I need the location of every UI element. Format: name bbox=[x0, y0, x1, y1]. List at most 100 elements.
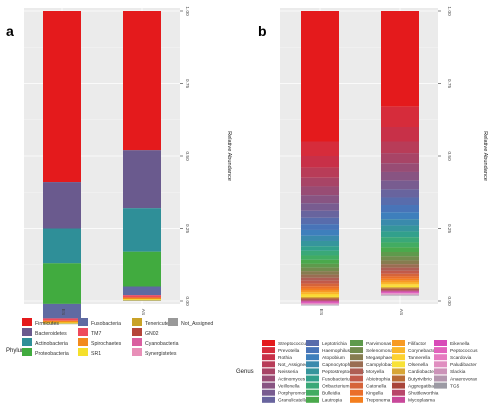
bar-segment bbox=[43, 182, 81, 229]
legend-label: Actinobacteria bbox=[35, 341, 68, 347]
legend-swatch bbox=[262, 340, 275, 346]
x-tick-label: ES bbox=[318, 309, 324, 315]
legend-label: Synergistetes bbox=[145, 351, 177, 357]
bar-segment bbox=[381, 171, 419, 181]
legend-swatch bbox=[434, 375, 447, 382]
bar-segment bbox=[301, 302, 339, 304]
y-tick-label: 0.25 bbox=[184, 224, 190, 234]
bar-segment bbox=[301, 11, 339, 142]
bar-segment bbox=[301, 283, 339, 287]
legend-label: Kingella bbox=[366, 391, 383, 397]
bar-segment bbox=[301, 304, 339, 305]
legend-swatch bbox=[434, 361, 447, 368]
legend-label: Bulleidia bbox=[322, 391, 340, 397]
bar-segment bbox=[381, 285, 419, 288]
bar-segment bbox=[301, 274, 339, 278]
bar-segment bbox=[381, 276, 419, 279]
legend-label: Streptococcus bbox=[278, 341, 309, 347]
bar-segment bbox=[301, 229, 339, 236]
legend-label: Atopobium bbox=[322, 355, 345, 361]
bar-segment bbox=[301, 195, 339, 204]
legend-label: Tenericutes bbox=[145, 321, 172, 327]
legend-swatch bbox=[350, 375, 363, 382]
legend-label: Cardiobacterium bbox=[408, 369, 443, 375]
legend-swatch bbox=[168, 318, 178, 326]
legend-swatch bbox=[262, 361, 275, 368]
legend-label: GN02 bbox=[145, 331, 159, 337]
bar-segment bbox=[381, 205, 419, 213]
bar-segment bbox=[301, 271, 339, 275]
bar-segment bbox=[381, 163, 419, 172]
bar-segment bbox=[301, 299, 339, 301]
bar-segment bbox=[301, 301, 339, 303]
legend-swatch bbox=[306, 396, 319, 403]
bar-segment bbox=[381, 267, 419, 271]
bar-segment bbox=[381, 282, 419, 285]
legend-swatch bbox=[22, 328, 32, 336]
y-tick-label: 0.50 bbox=[184, 151, 190, 161]
legend-swatch bbox=[434, 382, 447, 389]
bar-segment bbox=[301, 224, 339, 230]
legend-swatch bbox=[392, 340, 405, 346]
legend-swatch bbox=[350, 389, 363, 396]
bar-segment bbox=[381, 141, 419, 154]
bar-segment bbox=[381, 225, 419, 232]
bar-segment bbox=[123, 150, 161, 209]
legend-label: Peptococcus bbox=[450, 348, 478, 354]
bar-segment bbox=[381, 292, 419, 293]
legend-swatch bbox=[350, 340, 363, 346]
legend-swatch bbox=[306, 382, 319, 389]
legend-label: Tannerella bbox=[408, 355, 430, 361]
bar-segment bbox=[381, 273, 419, 277]
bar-segment bbox=[381, 280, 419, 283]
bar-segment bbox=[123, 297, 161, 300]
bar-segment bbox=[43, 11, 81, 183]
bar-segment bbox=[301, 292, 339, 295]
bar-segment bbox=[301, 156, 339, 168]
y-tick-label: 0.75 bbox=[184, 79, 190, 89]
y-tick-label: 0.00 bbox=[184, 296, 190, 306]
legend-swatch bbox=[306, 368, 319, 375]
legend-label: Treponema bbox=[366, 398, 391, 404]
bar-segment bbox=[381, 242, 419, 248]
bar-segment bbox=[301, 295, 339, 297]
legend-label: Porphyromonas bbox=[278, 391, 312, 397]
bar-segment bbox=[43, 323, 81, 325]
legend-swatch bbox=[350, 347, 363, 354]
legend-title: Genus bbox=[236, 369, 254, 375]
bar-segment bbox=[301, 288, 339, 291]
legend-swatch bbox=[306, 375, 319, 382]
legend-label: Veillonella bbox=[278, 383, 300, 389]
legend-swatch bbox=[392, 396, 405, 403]
bar-segment bbox=[123, 251, 161, 287]
legend-label: Lautropia bbox=[322, 398, 342, 404]
legend-swatch bbox=[392, 375, 405, 382]
legend-swatch bbox=[22, 348, 32, 356]
legend: Phylum Firmicutes Bacteroidetes Actinobacte… bbox=[6, 318, 213, 357]
bar-segment bbox=[123, 11, 161, 151]
y-tick-label: 1.00 bbox=[446, 6, 452, 16]
x-tick-label: AS bbox=[140, 309, 146, 315]
legend-label: Not_Assigned bbox=[181, 321, 213, 327]
y-tick-label: 0.25 bbox=[446, 224, 452, 234]
legend-swatch bbox=[262, 389, 275, 396]
y-tick-label: 0.50 bbox=[446, 151, 452, 161]
bar-segment bbox=[301, 259, 339, 264]
legend-label: TG5 bbox=[450, 383, 460, 389]
legend-swatch bbox=[434, 347, 447, 354]
bar-segment bbox=[301, 177, 339, 187]
legend-label: Not_Assigned bbox=[278, 362, 308, 368]
legend-label: Firmicutes bbox=[35, 321, 59, 327]
bar-segment bbox=[301, 217, 339, 225]
legend-label: Neisseria bbox=[278, 369, 298, 375]
bar-segment bbox=[381, 294, 419, 295]
legend-label: Butyrivibrio bbox=[408, 376, 432, 382]
panel-label: a bbox=[6, 23, 14, 39]
legend-swatch bbox=[78, 328, 88, 336]
legend-swatch bbox=[132, 318, 142, 326]
legend-label: Abiotrophia bbox=[366, 376, 391, 382]
bar-segment bbox=[301, 235, 339, 241]
legend-label: Peptostreptococcus bbox=[322, 369, 365, 375]
bar-segment bbox=[381, 106, 419, 127]
